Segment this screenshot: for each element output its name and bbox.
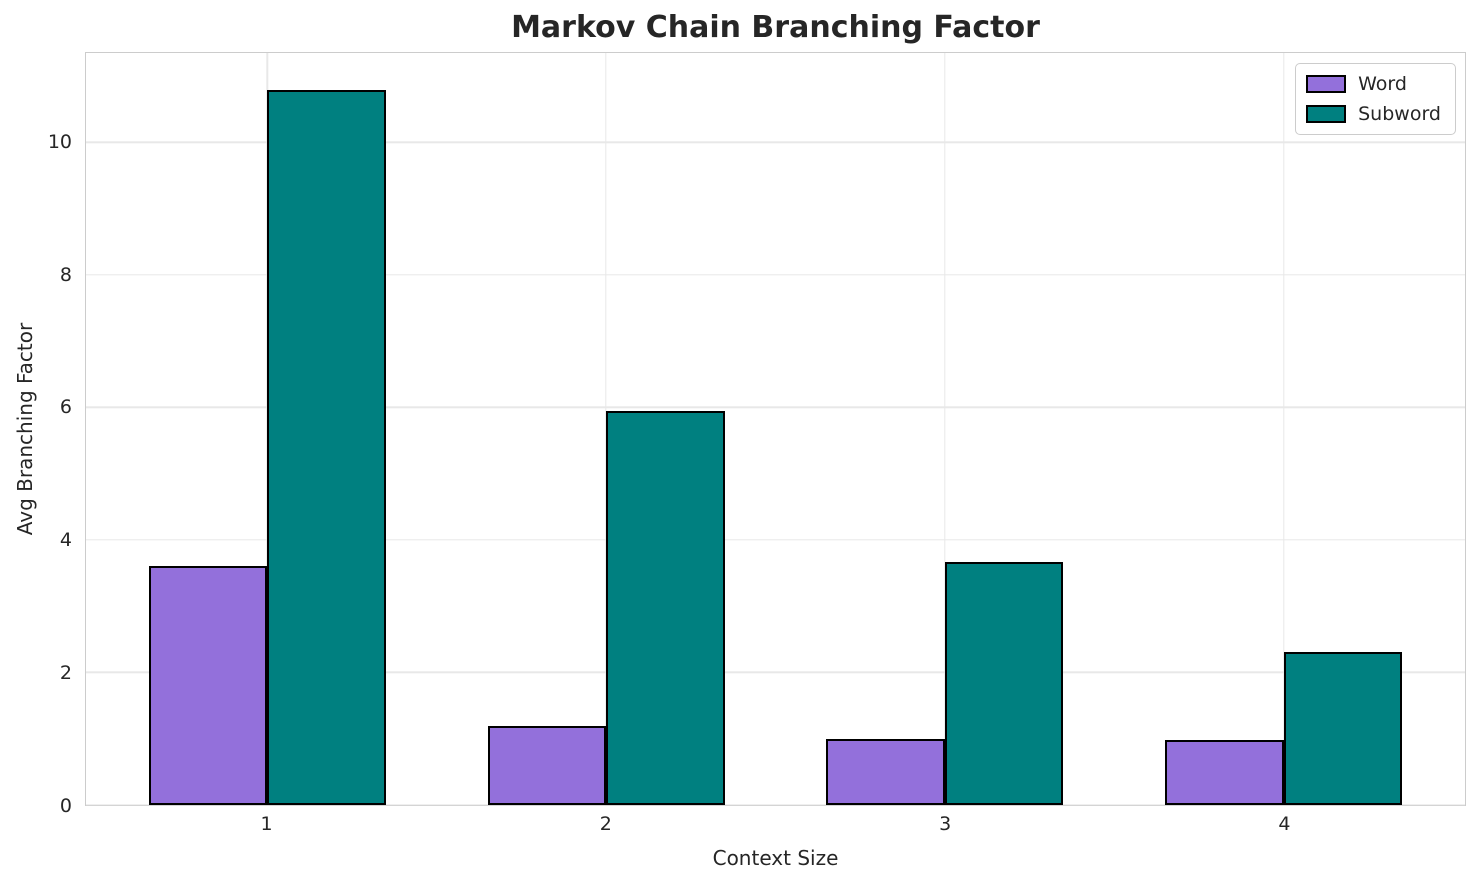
x-tick-label-2: 2 [599,813,612,835]
legend-item-subword: Subword [1306,103,1441,125]
word-swatch [1306,75,1347,93]
bar-subword-context-1 [267,90,386,805]
h-gridline-6 [86,406,1465,409]
bar-word-context-2 [487,726,607,805]
x-tick-label-4: 4 [1278,813,1291,835]
bar-word-context-4 [1165,740,1284,805]
bar-subword-context-4 [1283,651,1403,805]
h-gridline-4 [86,539,1465,541]
legend: Word Subword [1295,63,1456,135]
subword-swatch [1306,105,1347,123]
h-gridline-8 [86,274,1465,276]
v-gridline-4 [1283,53,1285,805]
h-gridline-2 [86,671,1465,674]
y-tick-label-8: 8 [59,263,72,286]
bar-word-context-1 [148,565,268,805]
x-tick-label-3: 3 [939,813,952,835]
y-axis-ticks: 0 2 4 6 8 10 [0,52,72,817]
bar-subword-context-2 [606,411,725,805]
y-tick-label-0: 0 [59,795,72,817]
chart-title: Markov Chain Branching Factor [511,10,1040,45]
plot-area: Word Subword [85,52,1466,806]
y-tick-label-6: 6 [59,396,72,419]
x-axis-ticks: 1 2 3 4 [85,813,1466,839]
x-tick-label-1: 1 [260,813,273,835]
h-gridline-0 [86,804,1465,806]
legend-item-word: Word [1306,73,1441,95]
bar-subword-context-3 [944,561,1064,805]
legend-label-word: Word [1358,73,1407,95]
v-gridline-3 [944,53,946,805]
legend-label-subword: Subword [1358,103,1441,125]
y-tick-label-10: 10 [47,130,72,153]
y-tick-label-2: 2 [59,662,72,685]
h-gridline-10 [86,141,1465,144]
bar-word-context-3 [826,738,945,805]
x-axis-label: Context Size [712,846,839,870]
y-tick-label-4: 4 [59,529,72,552]
